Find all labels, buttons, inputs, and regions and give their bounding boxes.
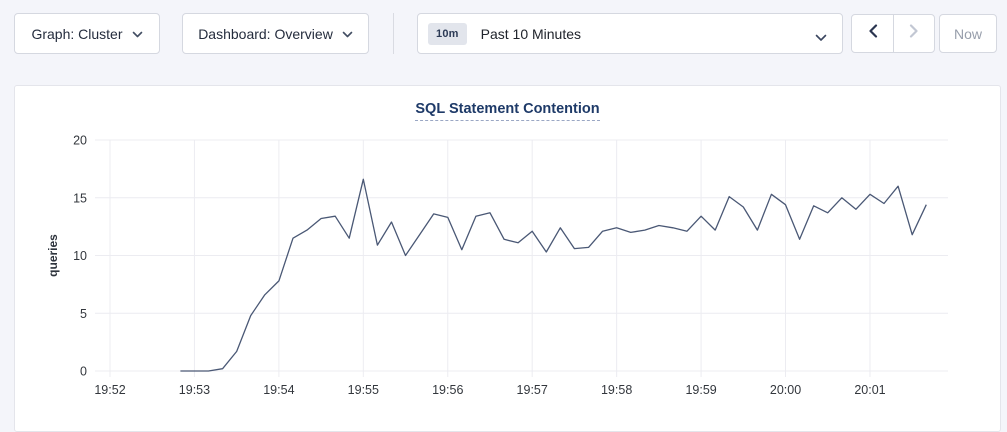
chart-card: SQL Statement Contention [14,85,1001,432]
dashboard-dropdown[interactable]: Dashboard: Overview [182,13,369,54]
svg-text:10: 10 [73,249,87,263]
svg-text:19:57: 19:57 [517,383,548,397]
y-axis-labels: 0 5 10 15 20 [73,134,87,379]
dashboard-dropdown-label: Dashboard: Overview [198,25,333,42]
svg-text:5: 5 [80,307,87,321]
chevron-left-icon [868,24,878,43]
graph-dropdown-label: Graph: Cluster [31,25,123,42]
svg-text:0: 0 [80,365,87,379]
svg-text:19:59: 19:59 [685,383,716,397]
chevron-down-icon [342,31,353,38]
next-time-button[interactable] [893,15,934,52]
toolbar: Graph: Cluster Dashboard: Overview 10m P… [0,0,1007,70]
time-range-label: Past 10 Minutes [480,25,582,42]
svg-text:20: 20 [73,134,87,148]
time-step-group [851,14,935,53]
svg-text:19:52: 19:52 [94,383,125,397]
svg-text:20:01: 20:01 [854,383,885,397]
svg-text:15: 15 [73,191,87,205]
svg-text:19:55: 19:55 [348,383,379,397]
chart-title[interactable]: SQL Statement Contention [415,101,600,121]
grid-lines [95,139,948,377]
y-axis-title: queries [46,234,60,277]
time-range-badge: 10m [428,22,467,45]
chevron-down-icon [132,31,143,38]
toolbar-divider [393,13,394,54]
svg-text:19:54: 19:54 [263,383,294,397]
graph-dropdown[interactable]: Graph: Cluster [14,13,160,54]
chevron-right-icon [909,24,919,43]
svg-text:19:58: 19:58 [601,383,632,397]
svg-text:19:53: 19:53 [179,383,210,397]
prev-time-button[interactable] [852,15,893,52]
x-axis-labels: 19:52 19:53 19:54 19:55 19:56 19:57 19:58 19:59… [94,383,885,397]
time-range-selector[interactable]: 10m Past 10 Minutes [417,13,843,54]
now-button[interactable]: Now [939,14,997,53]
svg-text:20:00: 20:00 [770,383,801,397]
chevron-down-icon [815,29,827,47]
data-line [180,178,927,372]
chart-title-row: SQL Statement Contention [15,100,1000,121]
svg-text:19:56: 19:56 [432,383,463,397]
